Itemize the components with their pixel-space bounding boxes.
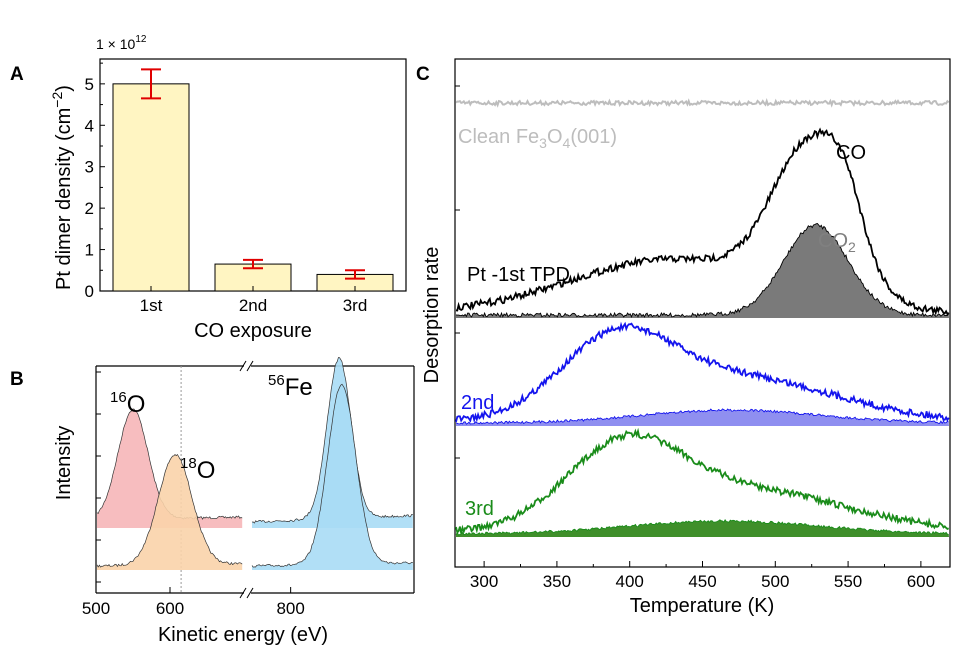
error-bar [243, 258, 263, 270]
panel-c-tpd: Desorption rate 300 350 400 450 500 550 600 Te… [421, 58, 951, 617]
tpd-clean [455, 97, 950, 108]
panel-a-bar-chart: 1 × 1012 Pt dimer density (cm−2) 012345 … [49, 34, 407, 342]
panel-label-b: B [10, 369, 24, 390]
panel-c-xlabel: Temperature (K) [630, 595, 775, 617]
series-label-co2: CO2 [818, 230, 856, 255]
tpd-3rd-co2-line [455, 518, 949, 536]
panel-c-ylabel: Desorption rate [421, 247, 443, 384]
panel-b-xtick-label: 600 [156, 599, 184, 618]
o18-spectrum-fill [97, 454, 243, 570]
bar [112, 83, 190, 292]
series-label-2nd: 2nd [461, 392, 494, 414]
panel-b-xtick-label: 800 [276, 599, 304, 618]
panel-a-ytick-label: 1 [85, 241, 94, 260]
panel-a-xtick-label: 1st [140, 296, 163, 315]
panel-c-xtick-label: 500 [761, 572, 789, 591]
tpd-3rd-co2-fill [456, 519, 949, 537]
fe-spectrum-lower-fill [252, 384, 413, 570]
panel-label-a: A [10, 64, 24, 85]
axis-break [246, 360, 254, 372]
panel-b-ylabel: Intensity [53, 426, 75, 500]
peak-label-fe56: 56Fe [268, 372, 313, 401]
tpd-2nd-co2-line [455, 408, 949, 425]
axis-break [239, 360, 247, 372]
fe-spectrum-lower-line [251, 383, 413, 568]
tpd-3rd-co [455, 427, 950, 535]
panel-b-xlabel: Kinetic energy (eV) [158, 624, 328, 646]
panel-c-xtick-label: 450 [688, 572, 716, 591]
tpd-1st-co [455, 127, 950, 316]
panel-a-ytick-label: 4 [85, 116, 94, 135]
panel-b-xtick-label: 500 [82, 599, 110, 618]
error-bar [345, 269, 365, 280]
panel-a-ytick-label: 0 [85, 282, 94, 301]
peak-label-o16: 16O [110, 389, 145, 418]
panel-a-ytick-label: 2 [85, 199, 94, 218]
panel-c-xtick-label: 400 [616, 572, 644, 591]
axis-break [239, 587, 247, 599]
panel-a-xlabel: CO exposure [194, 320, 312, 342]
o16-spectrum-fill [97, 408, 243, 528]
fe-spectrum-upper-line [251, 357, 413, 524]
error-bar [141, 68, 161, 100]
panel-a-xtick-label: 2nd [239, 296, 267, 315]
axis-break [246, 587, 254, 599]
series-label-1st: Pt -1st TPD [467, 264, 570, 286]
panel-c-xtick-label: 300 [470, 572, 498, 591]
tpd-2nd-co [455, 321, 950, 424]
panel-c-xtick-label: 550 [834, 572, 862, 591]
series-label-3rd: 3rd [465, 498, 494, 520]
panel-a-ytick-label: 3 [85, 158, 94, 177]
tpd-1st-co2-line [455, 223, 950, 318]
panel-a-ylabel: Pt dimer density (cm−2) [49, 85, 75, 290]
series-label-co: CO [836, 142, 866, 164]
series-label-clean: Clean Fe3O4(001) [458, 126, 617, 151]
tpd-2nd-co2-fill [456, 408, 949, 426]
panel-c-xtick-label: 600 [907, 572, 935, 591]
panel-a-ytick-label: 5 [85, 75, 94, 94]
panel-b-spectrum: Intensity 500 600 800 16O 18O 56Fe Kinetic e… [53, 357, 415, 646]
panel-label-c: C [416, 64, 430, 85]
o18-spectrum-line [96, 453, 243, 568]
panel-a-xtick-label: 3rd [343, 296, 368, 315]
peak-label-o18: 18O [180, 455, 215, 484]
panel-c-xtick-label: 350 [543, 572, 571, 591]
panel-a-multiplier: 1 × 1012 [96, 34, 147, 52]
tpd-1st-co2-fill [456, 223, 949, 318]
